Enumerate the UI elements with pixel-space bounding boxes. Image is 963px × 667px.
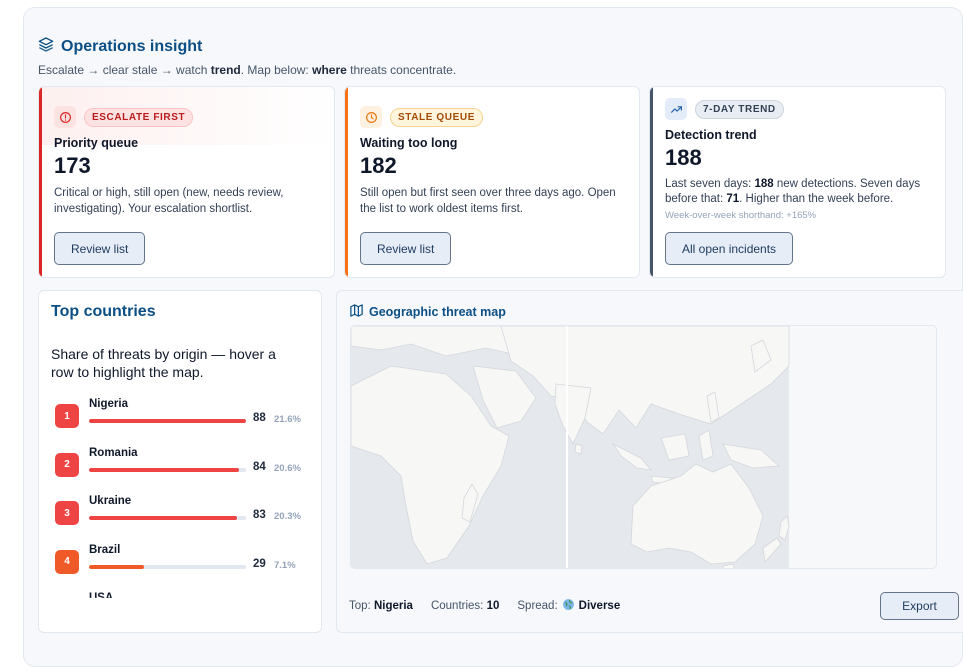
- stale-queue-card: STALE QUEUE Waiting too long 182 Still o…: [344, 86, 640, 278]
- page-title: Operations insight: [61, 37, 203, 55]
- threat-count: 84: [253, 460, 266, 473]
- country-row[interactable]: 4 Brazil 29 7.1%: [55, 544, 305, 593]
- country-row[interactable]: 3 Ukraine 83 20.3%: [55, 495, 305, 544]
- operations-insight-panel: Operations insight Escalate → clear stal…: [23, 7, 963, 667]
- share-bar-fill: [89, 564, 144, 569]
- layers-icon: [38, 36, 54, 57]
- review-list-button[interactable]: Review list: [54, 232, 146, 265]
- country-row[interactable]: 2 Romania 84 20.6%: [55, 447, 305, 496]
- card-description: Critical or high, still open (new, needs…: [54, 187, 284, 215]
- rank-badge: 1: [55, 404, 79, 428]
- threat-map[interactable]: [350, 325, 937, 569]
- country-name: Romania: [89, 446, 138, 459]
- card-label: Detection trend: [665, 128, 757, 142]
- page-subtitle: Escalate → clear stale → watch trend. Ma…: [38, 63, 457, 77]
- threat-share: 20.6%: [274, 462, 301, 474]
- country-name: Ukraine: [89, 495, 132, 507]
- seven-day-trend-badge: 7-DAY TREND: [695, 99, 784, 119]
- threat-share: 21.6%: [274, 414, 301, 425]
- trending-up-icon: [665, 98, 687, 120]
- card-label: Waiting too long: [360, 136, 458, 150]
- map-title: Geographic threat map: [369, 305, 506, 319]
- countries-count-stat: Countries: 10: [430, 600, 500, 612]
- map-footer: Top: Nigeria Countries: 10 Spread: Diver…: [349, 598, 620, 614]
- detection-trend-card: 7-DAY TREND Detection trend 188 Last sev…: [649, 86, 946, 278]
- share-bar: [89, 467, 246, 472]
- header: Operations insight Escalate → clear stal…: [38, 36, 456, 77]
- stale-queue-badge: STALE QUEUE: [390, 107, 483, 127]
- escalate-first-badge: ESCALATE FIRST: [84, 107, 194, 127]
- share-bar-fill: [89, 516, 237, 520]
- review-list-button[interactable]: Review list: [360, 232, 452, 265]
- share-bar: [89, 564, 246, 569]
- card-description: Still open but first seen over three day…: [360, 187, 616, 215]
- top-country-stat: Top: Nigeria: [349, 600, 413, 612]
- share-bar: [89, 516, 246, 520]
- threat-count: 88: [253, 412, 266, 424]
- rank-badge: 4: [55, 549, 79, 574]
- country-name: Brazil: [89, 543, 121, 556]
- card-value: 182: [360, 153, 397, 178]
- week-over-week-note: Week-over-week shorthand: +165%: [665, 210, 817, 221]
- card-label: Priority queue: [54, 136, 139, 150]
- map-icon: [349, 303, 364, 321]
- share-bar-fill: [89, 467, 239, 472]
- priority-queue-card: ESCALATE FIRST Priority queue 173 Critic…: [38, 86, 335, 278]
- clock-icon: [360, 106, 382, 128]
- threat-count: 83: [253, 509, 266, 521]
- card-description: Last seven days: 188 new detections. Sev…: [665, 178, 921, 205]
- card-value: 173: [54, 153, 91, 178]
- threat-share: 20.3%: [274, 511, 301, 522]
- top-countries-description: Share of threats by origin — hover a row…: [51, 346, 276, 380]
- export-button[interactable]: Export: [880, 592, 959, 620]
- card-value: 188: [665, 145, 702, 170]
- rank-badge: 3: [55, 501, 79, 525]
- geographic-threat-map-card: Geographic threat map: [336, 290, 963, 633]
- top-countries-title: Top countries: [51, 303, 156, 320]
- spread-stat: Spread: Diverse: [517, 598, 621, 614]
- top-countries-card: Top countries Share of threats by origin…: [38, 290, 322, 633]
- country-row[interactable]: 1 Nigeria 88 21.6%: [55, 398, 305, 447]
- country-list[interactable]: 1 Nigeria 88 21.6% 2 Romania 84 20.6% 3 Ukraine 83…: [55, 398, 305, 598]
- share-bar-fill: [89, 419, 246, 423]
- country-name: USA: [89, 592, 114, 598]
- globe-icon: [562, 598, 575, 614]
- threat-count: 29: [253, 557, 266, 570]
- threat-share: 7.1%: [274, 559, 296, 571]
- alert-circle-icon: [54, 106, 76, 128]
- rank-badge: 2: [55, 452, 79, 477]
- share-bar: [89, 419, 246, 423]
- all-open-incidents-button[interactable]: All open incidents: [665, 232, 794, 265]
- country-name: Nigeria: [89, 398, 128, 410]
- country-row[interactable]: 5USA: [55, 592, 305, 598]
